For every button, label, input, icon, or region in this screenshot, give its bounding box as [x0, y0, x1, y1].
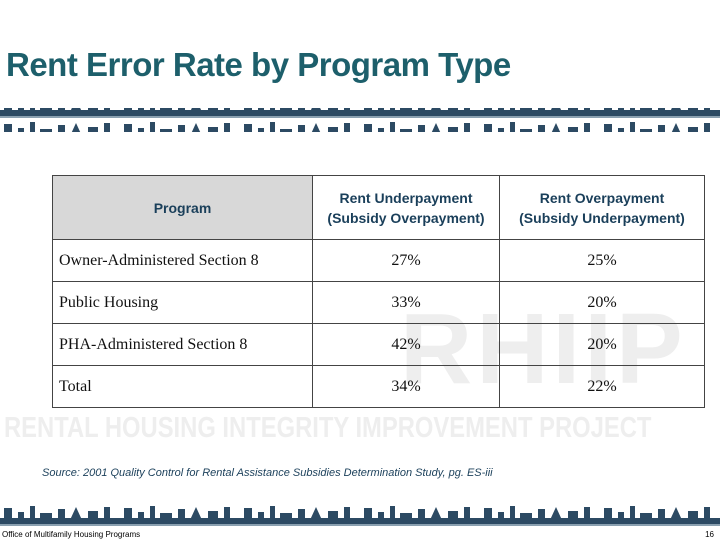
table-cell: PHA-Administered Section 8 [52, 323, 313, 366]
table-row: Total 34% 22% [52, 365, 705, 408]
table-cell: 33% [312, 281, 500, 324]
table-row: Owner-Administered Section 8 27% 25% [52, 239, 705, 282]
page-number: 16 [705, 530, 714, 539]
column-header: Program [52, 175, 313, 240]
table-body: Owner-Administered Section 8 27% 25% Public… [52, 239, 705, 408]
header-row: Program Rent Underpayment (Subsidy Overpa… [52, 175, 705, 240]
table-cell: Owner-Administered Section 8 [52, 239, 313, 282]
skyline-top [0, 108, 720, 132]
table-cell: 25% [499, 239, 705, 282]
table-row: Public Housing 33% 20% [52, 281, 705, 324]
table-cell: Total [52, 365, 313, 408]
data-table: Program Rent Underpayment (Subsidy Overpa… [52, 175, 705, 408]
slide-title: Rent Error Rate by Program Type [6, 46, 511, 83]
footer-office: Office of Multifamily Housing Programs [2, 530, 141, 539]
table-cell: 42% [312, 323, 500, 366]
column-header: Rent Underpayment (Subsidy Overpayment) [312, 175, 500, 240]
watermark-text: RENTAL HOUSING INTEGRITY IMPROVEMENT PRO… [4, 412, 652, 444]
source-note: Source: 2001 Quality Control for Rental … [42, 467, 493, 479]
table-cell: Public Housing [52, 281, 313, 324]
skyline-bottom [0, 506, 720, 530]
table-cell: 20% [499, 281, 705, 324]
column-header: Rent Overpayment (Subsidy Underpayment) [499, 175, 705, 240]
table-cell: 20% [499, 323, 705, 366]
table-row: PHA-Administered Section 8 42% 20% [52, 323, 705, 366]
table-cell: 27% [312, 239, 500, 282]
table-cell: 22% [499, 365, 705, 408]
table-cell: 34% [312, 365, 500, 408]
